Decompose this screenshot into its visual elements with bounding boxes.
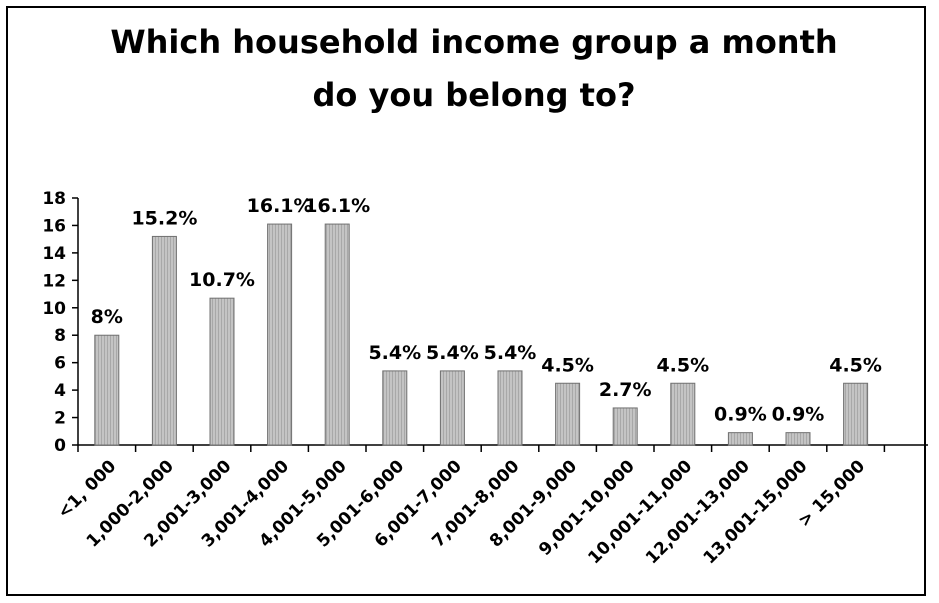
bar — [324, 223, 350, 446]
data-label: 4.5% — [541, 354, 594, 376]
data-label: 2.7% — [599, 379, 652, 401]
chart-title-line-1: Which household income group a month — [110, 23, 837, 61]
x-tick-label: 10,001-11,000 — [584, 456, 696, 568]
chart-frame: Which household income group a month do … — [6, 6, 928, 596]
y-tick-label: 4 — [54, 381, 66, 401]
y-tick-label: 18 — [42, 189, 66, 209]
data-label: 5.4% — [484, 342, 537, 364]
x-tick-label: 13,001-15,000 — [700, 456, 812, 568]
data-label: 5.4% — [368, 342, 421, 364]
bar — [382, 370, 408, 446]
data-label: 5.4% — [426, 342, 479, 364]
bar — [785, 432, 811, 446]
y-tick-label: 2 — [54, 409, 66, 429]
data-label: 16.1% — [247, 195, 313, 217]
bar — [555, 382, 581, 446]
data-label: 0.9% — [772, 404, 825, 426]
data-label: 15.2% — [131, 207, 197, 229]
data-label: 16.1% — [304, 195, 370, 217]
y-tick-label: 6 — [54, 354, 66, 374]
x-tick-label: 12,001-13,000 — [642, 456, 754, 568]
y-tick-label: 16 — [42, 216, 66, 236]
data-label: 10.7% — [189, 269, 255, 291]
y-tick-label: 8 — [54, 326, 66, 346]
bar — [209, 297, 235, 446]
bar — [497, 370, 523, 446]
data-label: 4.5% — [656, 354, 709, 376]
bar — [94, 334, 120, 446]
data-label: 8% — [91, 306, 123, 328]
bar — [727, 432, 753, 446]
y-tick-label: 0 — [54, 436, 66, 456]
data-label: 0.9% — [714, 404, 767, 426]
data-label: 4.5% — [829, 354, 882, 376]
bar — [151, 235, 177, 446]
bar — [670, 382, 696, 446]
y-tick-label: 12 — [42, 271, 66, 291]
chart-title-line-2: do you belong to? — [312, 76, 635, 114]
bar — [267, 223, 293, 446]
bar — [439, 370, 465, 446]
y-tick-label: 14 — [42, 244, 66, 264]
bar-chart: Which household income group a month do … — [42, 23, 928, 568]
y-tick-label: 10 — [42, 299, 66, 319]
bar — [612, 407, 638, 446]
bar — [843, 382, 869, 446]
